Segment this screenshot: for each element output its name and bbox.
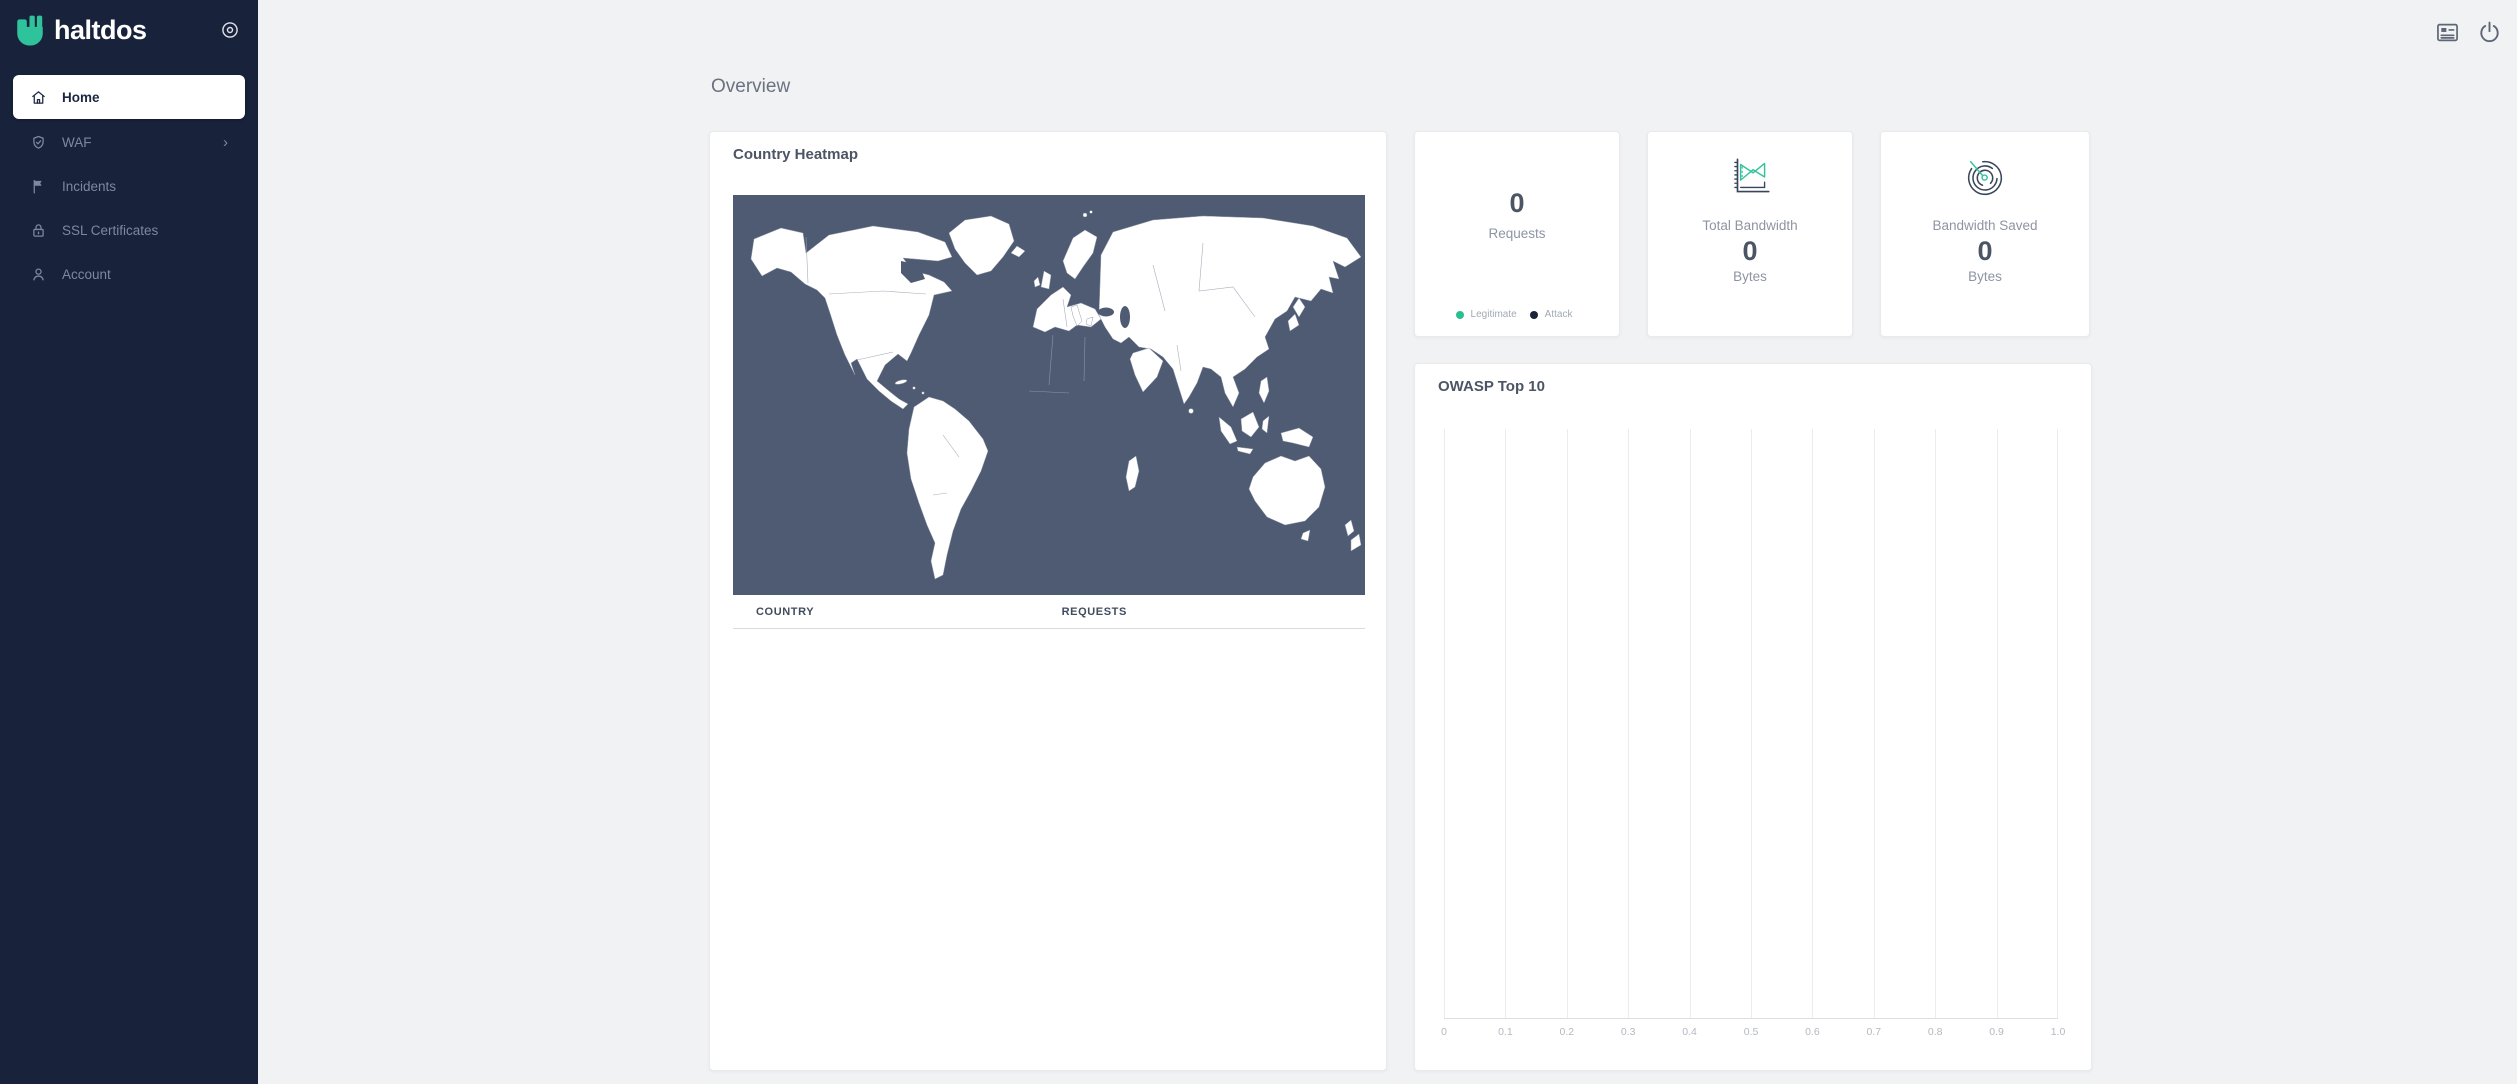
gridline <box>1996 429 1998 1018</box>
gridline <box>1566 429 1568 1018</box>
legend-label-legitimate: Legitimate <box>1470 309 1517 320</box>
sidebar-nav: Home WAF › Incidents SSL Certificates <box>0 75 258 296</box>
news-feed-icon[interactable] <box>2434 19 2461 46</box>
radar-icon <box>1967 160 2003 196</box>
requests-label: Requests <box>1488 226 1546 241</box>
sidebar-toggle-icon[interactable] <box>220 20 240 40</box>
bandwidth-saved-value: 0 <box>1977 236 1993 266</box>
heatmap-table-header: COUNTRY REQUESTS <box>733 595 1365 629</box>
sidebar-item-home[interactable]: Home <box>13 75 245 119</box>
x-tick-label: 0.3 <box>1620 1026 1636 1038</box>
x-tick-label: 0.5 <box>1743 1026 1759 1038</box>
bandwidth-saved-stat-card: Bandwidth Saved 0 Bytes <box>1880 131 2090 337</box>
requests-stat-card: 0 Requests Legitimate Attack <box>1414 131 1620 337</box>
x-tick-label: 0 <box>1441 1026 1447 1038</box>
total-bandwidth-title: Total Bandwidth <box>1702 218 1798 233</box>
sidebar-item-label: WAF <box>62 134 92 150</box>
gridline <box>1873 429 1875 1018</box>
sidebar-item-label: Home <box>62 89 100 105</box>
legend-dot-legitimate <box>1455 310 1464 319</box>
requests-value: 0 <box>1509 188 1525 218</box>
shield-check-icon <box>33 135 44 149</box>
total-bandwidth-value: 0 <box>1742 236 1758 266</box>
sidebar-item-waf[interactable]: WAF › <box>13 120 245 164</box>
sidebar-item-incidents[interactable]: Incidents <box>13 164 245 208</box>
x-tick-label: 0.8 <box>1927 1026 1943 1038</box>
requests-legend: Legitimate Attack <box>1415 309 1619 320</box>
gridline <box>2057 429 2058 1018</box>
sidebar-item-label: SSL Certificates <box>62 222 159 238</box>
card-title: OWASP Top 10 <box>1438 378 1545 395</box>
x-tick-label: 0.6 <box>1805 1026 1820 1038</box>
line-chart-icon <box>1734 158 1770 193</box>
gridline <box>1812 429 1814 1018</box>
x-tick-label: 0.1 <box>1498 1026 1513 1038</box>
gridline <box>1505 429 1507 1018</box>
owasp-plot: 0 0.1 0.2 0.3 0.4 0.5 0.6 0.7 0.8 0.9 1.0 <box>1441 429 2065 1038</box>
user-icon <box>33 267 44 280</box>
world-map[interactable] <box>733 195 1365 595</box>
main-content: Overview Country Heatmap <box>258 0 2517 1084</box>
topbar-actions <box>2434 19 2503 46</box>
country-heatmap-card: Country Heatmap <box>709 131 1387 1071</box>
sidebar-item-label: Incidents <box>62 178 117 194</box>
total-bandwidth-unit: Bytes <box>1733 269 1767 284</box>
total-bandwidth-stat-card: Total Bandwidth 0 Bytes <box>1647 131 1853 337</box>
bandwidth-saved-title: Bandwidth Saved <box>1932 218 2038 233</box>
gridline <box>1751 429 1752 1018</box>
lock-icon <box>33 223 44 237</box>
gridline <box>1935 429 1937 1018</box>
power-icon[interactable] <box>2476 19 2503 46</box>
x-tick-label: 1.0 <box>2050 1026 2066 1038</box>
sidebar-item-label: Account <box>62 266 111 282</box>
page-title: Overview <box>711 76 791 97</box>
sidebar: haltdos Home WAF › Incidents <box>0 0 258 1084</box>
column-header-requests: REQUESTS <box>1061 605 1127 618</box>
bandwidth-saved-unit: Bytes <box>1968 269 2002 284</box>
home-icon <box>32 90 45 104</box>
x-tick-label: 0.2 <box>1559 1026 1575 1038</box>
card-title: Country Heatmap <box>733 146 859 163</box>
x-tick-label: 0.7 <box>1866 1026 1882 1038</box>
brand-name: haltdos <box>54 14 147 45</box>
gridline <box>1689 429 1691 1018</box>
legend-label-attack: Attack <box>1544 309 1573 320</box>
sidebar-item-ssl-certificates[interactable]: SSL Certificates <box>13 208 245 252</box>
brand-row: haltdos <box>0 0 258 57</box>
chevron-right-icon: › <box>223 133 228 151</box>
column-header-country: COUNTRY <box>756 605 815 618</box>
x-tick-label: 0.4 <box>1682 1026 1697 1038</box>
sidebar-item-account[interactable]: Account <box>13 252 245 296</box>
legend-dot-attack <box>1529 310 1538 319</box>
x-tick-label: 0.9 <box>1989 1026 2004 1038</box>
owasp-top10-card: OWASP Top 10 0 0.1 0.2 0.3 0.4 0.5 0.6 0.7 0.8 0.… <box>1414 363 2092 1071</box>
gridline <box>1628 429 1630 1018</box>
flag-icon <box>33 179 42 194</box>
haltdos-logo-icon <box>17 15 43 46</box>
gridline <box>1444 429 1445 1018</box>
